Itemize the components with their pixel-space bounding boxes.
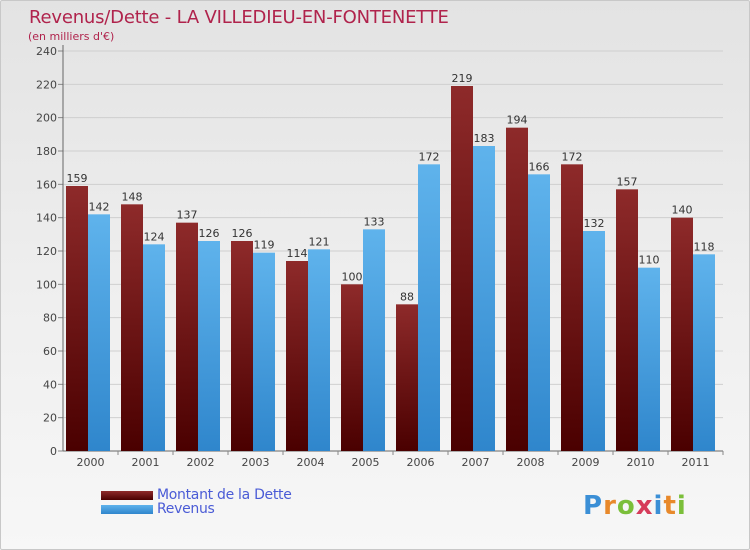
x-tick-label: 2000 <box>77 456 105 469</box>
logo-letter: i <box>653 491 664 521</box>
y-tick-label: 220 <box>36 78 57 91</box>
x-tick-label: 2010 <box>627 456 655 469</box>
legend-swatch-revenus <box>101 504 153 514</box>
bar-revenus <box>363 229 385 451</box>
bar-revenus <box>308 249 330 451</box>
logo-letter: i <box>676 491 687 521</box>
value-label-dette: 100 <box>342 270 363 283</box>
x-tick-label: 2005 <box>352 456 380 469</box>
value-label-revenus: 172 <box>419 150 440 163</box>
value-label-dette: 148 <box>122 190 143 203</box>
x-tick-label: 2002 <box>187 456 215 469</box>
bar-revenus <box>473 146 495 451</box>
value-label-dette: 114 <box>287 247 308 260</box>
logo-letter: o <box>616 491 636 521</box>
bar-dette <box>396 304 418 451</box>
y-tick-label: 240 <box>36 45 57 58</box>
y-tick-label: 120 <box>36 245 57 258</box>
bar-revenus <box>583 231 605 451</box>
x-tick-label: 2011 <box>682 456 710 469</box>
legend-label-revenus: Revenus <box>157 501 215 517</box>
value-label-revenus: 126 <box>199 227 220 240</box>
x-tick-label: 2001 <box>132 456 160 469</box>
x-tick-label: 2009 <box>572 456 600 469</box>
legend-item-revenus: Revenus <box>101 501 215 517</box>
y-tick-label: 20 <box>43 412 57 425</box>
value-label-revenus: 183 <box>474 132 495 145</box>
x-tick-label: 2003 <box>242 456 270 469</box>
x-tick-label: 2006 <box>407 456 435 469</box>
y-tick-label: 200 <box>36 112 57 125</box>
y-tick-label: 60 <box>43 345 57 358</box>
bar-dette <box>286 261 308 451</box>
value-label-revenus: 121 <box>309 235 330 248</box>
x-tick-label: 2007 <box>462 456 490 469</box>
value-label-dette: 157 <box>617 175 638 188</box>
chart-subtitle: (en milliers d'€) <box>28 30 115 43</box>
value-label-dette: 194 <box>507 114 528 127</box>
bar-dette <box>341 284 363 451</box>
bar-dette <box>66 186 88 451</box>
legend-label-dette: Montant de la Dette <box>157 487 292 503</box>
bar-dette <box>561 164 583 452</box>
value-label-dette: 88 <box>400 290 414 303</box>
value-label-revenus: 119 <box>254 239 275 252</box>
y-tick-label: 40 <box>43 378 57 391</box>
legend-item-dette: Montant de la Dette <box>101 487 292 503</box>
logo-letter: x <box>635 491 654 521</box>
bar-revenus <box>418 164 440 452</box>
chart-title: Revenus/Dette - LA VILLEDIEU-EN-FONTENET… <box>29 7 449 28</box>
bar-dette <box>121 204 143 451</box>
legend-swatch-dette <box>101 490 153 500</box>
proxiti-logo: Proxiti <box>583 491 687 521</box>
bar-revenus <box>143 244 165 451</box>
value-label-revenus: 110 <box>639 254 660 267</box>
bar-revenus <box>88 214 110 451</box>
x-tick-label: 2004 <box>297 456 325 469</box>
bar-dette <box>451 86 473 451</box>
value-label-revenus: 132 <box>584 217 605 230</box>
bar-dette <box>231 241 253 451</box>
y-tick-label: 100 <box>36 278 57 291</box>
bar-revenus <box>528 174 550 452</box>
y-tick-label: 80 <box>43 312 57 325</box>
value-label-revenus: 142 <box>89 200 110 213</box>
bar-revenus <box>253 252 275 451</box>
bar-dette <box>176 222 198 451</box>
bar-chart: 0 20 40 60 80 100 120 140 160 180 200 220 240 159 142 2… <box>36 45 724 469</box>
value-label-dette: 126 <box>232 227 253 240</box>
value-label-dette: 172 <box>562 150 583 163</box>
y-tick-label: 160 <box>36 178 57 191</box>
bar-revenus <box>638 267 660 451</box>
logo-letter: P <box>583 491 604 521</box>
bar-dette <box>506 127 528 452</box>
bar-revenus <box>693 254 715 451</box>
y-tick-label: 140 <box>36 212 57 225</box>
bar-revenus <box>198 241 220 451</box>
y-tick-label: 180 <box>36 145 57 158</box>
value-label-dette: 159 <box>67 172 88 185</box>
logo-letter: r <box>603 491 617 521</box>
logo-letter: t <box>663 491 677 521</box>
bar-dette <box>616 189 638 452</box>
value-label-dette: 137 <box>177 209 198 222</box>
value-label-revenus: 124 <box>144 230 165 243</box>
value-label-dette: 140 <box>672 204 693 217</box>
value-label-revenus: 166 <box>529 160 550 173</box>
value-label-revenus: 118 <box>694 240 715 253</box>
value-label-dette: 219 <box>452 72 473 85</box>
value-label-revenus: 133 <box>364 215 385 228</box>
y-tick-label: 0 <box>50 445 57 458</box>
x-tick-label: 2008 <box>517 456 545 469</box>
bar-dette <box>671 217 693 451</box>
